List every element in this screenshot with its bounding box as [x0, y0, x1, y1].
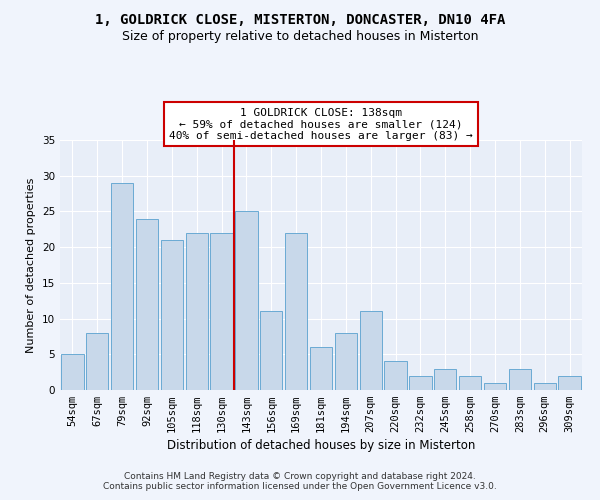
Text: Contains public sector information licensed under the Open Government Licence v3: Contains public sector information licen… — [103, 482, 497, 491]
Bar — [111, 183, 133, 390]
Bar — [161, 240, 183, 390]
Text: 1 GOLDRICK CLOSE: 138sqm
← 59% of detached houses are smaller (124)
40% of semi-: 1 GOLDRICK CLOSE: 138sqm ← 59% of detach… — [169, 108, 473, 140]
Bar — [509, 368, 531, 390]
Bar — [359, 312, 382, 390]
Bar — [434, 368, 457, 390]
Bar — [335, 333, 357, 390]
Bar — [310, 347, 332, 390]
Text: Size of property relative to detached houses in Misterton: Size of property relative to detached ho… — [122, 30, 478, 43]
Bar — [385, 362, 407, 390]
Y-axis label: Number of detached properties: Number of detached properties — [26, 178, 37, 352]
Bar — [409, 376, 431, 390]
Bar — [260, 312, 283, 390]
Bar — [86, 333, 109, 390]
Bar — [533, 383, 556, 390]
Bar — [235, 212, 257, 390]
Text: 1, GOLDRICK CLOSE, MISTERTON, DONCASTER, DN10 4FA: 1, GOLDRICK CLOSE, MISTERTON, DONCASTER,… — [95, 12, 505, 26]
Bar — [185, 233, 208, 390]
Bar — [484, 383, 506, 390]
Text: Contains HM Land Registry data © Crown copyright and database right 2024.: Contains HM Land Registry data © Crown c… — [124, 472, 476, 481]
Bar — [559, 376, 581, 390]
Bar — [459, 376, 481, 390]
X-axis label: Distribution of detached houses by size in Misterton: Distribution of detached houses by size … — [167, 440, 475, 452]
Bar — [211, 233, 233, 390]
Bar — [61, 354, 83, 390]
Bar — [136, 218, 158, 390]
Bar — [285, 233, 307, 390]
